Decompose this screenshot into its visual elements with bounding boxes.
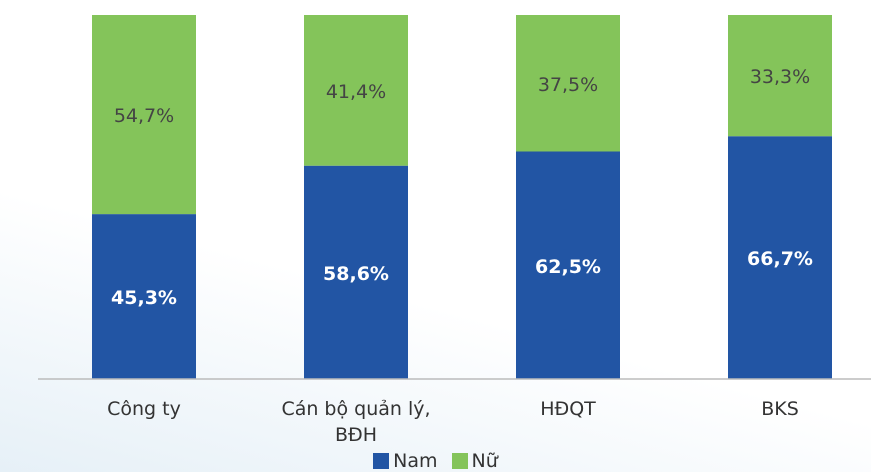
bar-segment — [92, 214, 196, 379]
x-tick-label: BKS — [761, 398, 799, 420]
bar-segment — [728, 15, 832, 137]
bar-segment — [516, 15, 620, 152]
data-label: 37,5% — [538, 74, 598, 96]
data-label: 41,4% — [326, 81, 386, 103]
x-tick-label: Cán bộ quản lý, BĐH — [281, 398, 431, 446]
legend-swatch — [451, 453, 468, 469]
x-tick-label: Công ty — [107, 398, 181, 420]
data-label: 58,6% — [323, 263, 389, 285]
legend-item: Nữ — [451, 450, 498, 472]
data-label: 33,3% — [750, 66, 810, 88]
data-label: 66,7% — [747, 248, 813, 270]
legend-swatch — [373, 453, 390, 469]
legend: Nam Nữ — [0, 450, 871, 472]
x-tick-label: HĐQT — [540, 398, 596, 420]
bar-segment — [304, 165, 408, 379]
data-label: 45,3% — [111, 287, 177, 309]
bar-segment — [516, 151, 620, 379]
legend-label: Nam — [393, 450, 438, 472]
bar-segment — [92, 15, 196, 215]
bar-segment — [304, 15, 408, 166]
data-label: 62,5% — [535, 256, 601, 278]
legend-item: Nam — [373, 450, 438, 472]
legend-label: Nữ — [471, 450, 498, 472]
bar-segment — [728, 136, 832, 379]
data-label: 54,7% — [114, 105, 174, 127]
